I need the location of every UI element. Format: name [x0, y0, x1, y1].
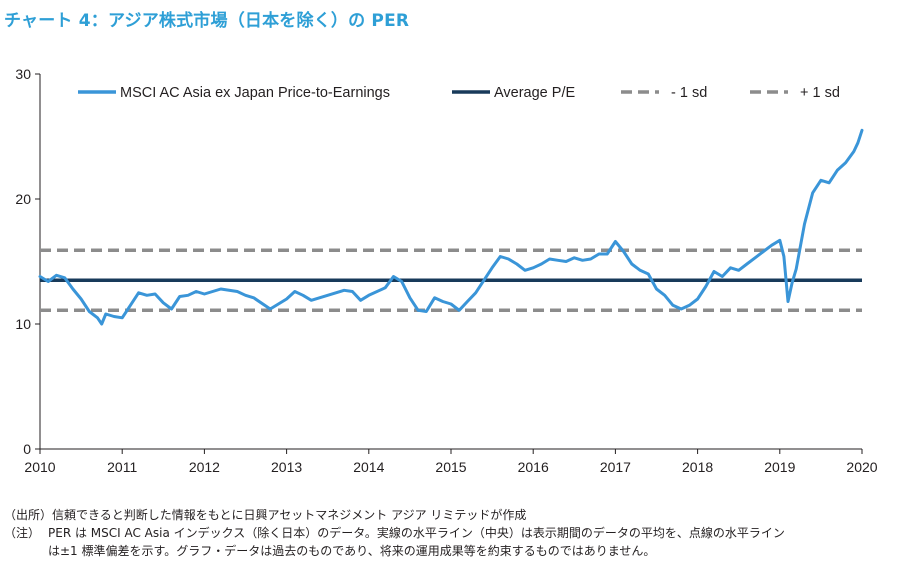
pe-series-line [38, 128, 864, 326]
x-tick-label: 2010 [24, 459, 55, 475]
footnote-line-1: PER は MSCI AC Asia インデックス（除く日本）のデータ。実線の水… [48, 526, 785, 540]
legend-label: Average P/E [494, 85, 575, 101]
y-tick-label: 30 [15, 66, 31, 82]
pe-series [38, 128, 864, 326]
x-tick-label: 2015 [435, 459, 466, 475]
notes: （出所）信頼できると判断した情報をもとに日興アセットマネジメント アジア リミテ… [4, 506, 897, 560]
legend: MSCI AC Asia ex Japan Price-to-Earnings A… [78, 85, 840, 101]
x-tick-label: 2012 [189, 459, 220, 475]
y-tick-label: 20 [15, 191, 31, 207]
source-note: （出所）信頼できると判断した情報をもとに日興アセットマネジメント アジア リミテ… [4, 508, 527, 522]
x-tick-label: 2011 [107, 459, 137, 475]
x-tick-label: 2018 [682, 459, 713, 475]
reference-lines [40, 248, 862, 312]
y-tick-label: 10 [15, 316, 31, 332]
legend-label: MSCI AC Asia ex Japan Price-to-Earnings [120, 85, 390, 101]
footnote-prefix: （注） [4, 526, 41, 540]
x-tick-label: 2016 [518, 459, 549, 475]
x-tick-label: 2013 [271, 459, 302, 475]
y-tick-label: 0 [23, 441, 31, 457]
chart-area: 0 10 20 30 2010 2011 2012 2013 2014 2015 2016 2017 2… [15, 66, 877, 475]
x-tick-label: 2017 [600, 459, 631, 475]
chart-title: チャート 4：アジア株式市場（日本を除く）の PER [4, 11, 410, 31]
x-tick-label: 2019 [764, 459, 795, 475]
legend-label: - 1 sd [671, 85, 707, 101]
footnote-line-2: は±1 標準偏差を示す。グラフ・データは過去のものであり、将来の運用成果等を約束… [48, 544, 656, 558]
x-tick-label: 2020 [846, 459, 877, 475]
legend-label: + 1 sd [800, 85, 840, 101]
axes: 0 10 20 30 2010 2011 2012 2013 2014 2015 2016 2017 2… [15, 66, 877, 475]
x-tick-label: 2014 [353, 459, 384, 475]
footnote-body: PER は MSCI AC Asia インデックス（除く日本）のデータ。実線の水… [48, 524, 897, 560]
footnote: （注） PER は MSCI AC Asia インデックス（除く日本）のデータ。… [4, 524, 897, 560]
